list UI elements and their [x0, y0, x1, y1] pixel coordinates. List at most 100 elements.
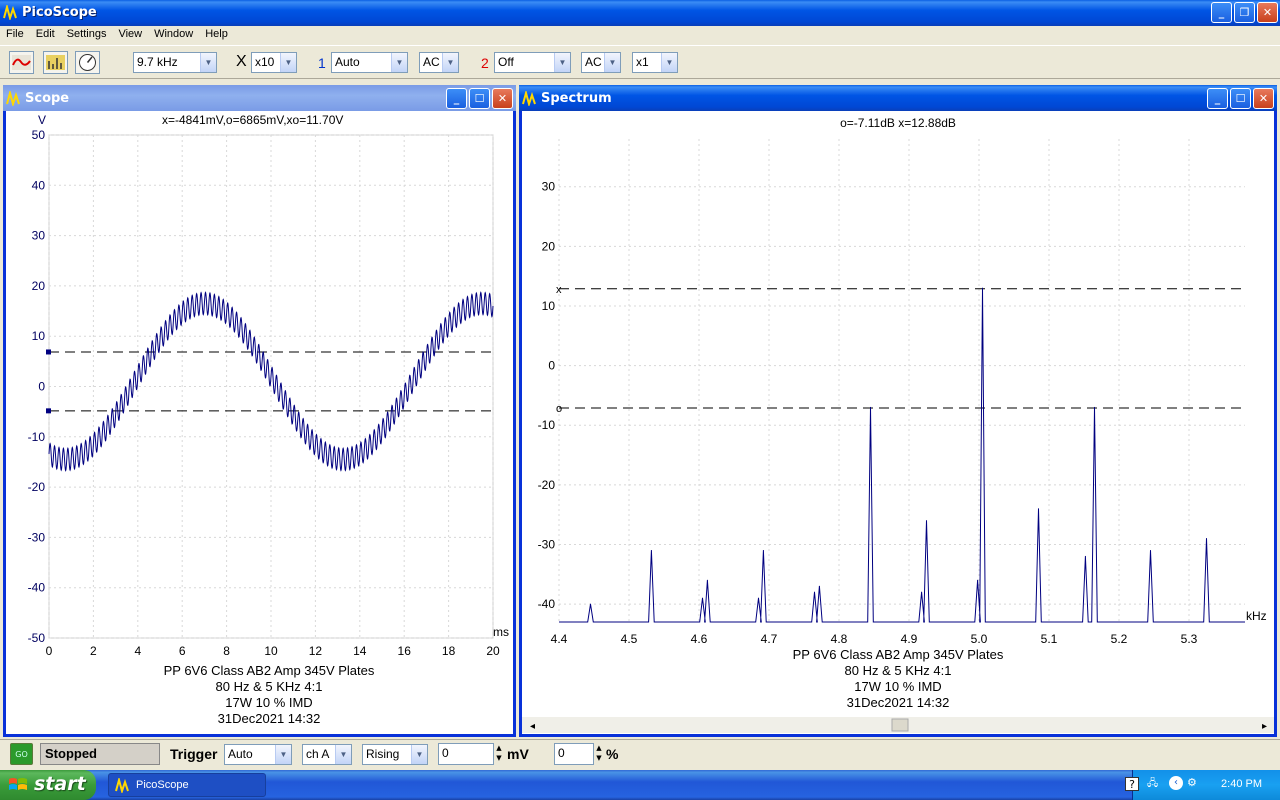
close-button[interactable]: ✕: [1257, 2, 1278, 23]
spectrum-x-tick: 4.9: [901, 632, 918, 646]
scope-minimize-button[interactable]: _: [446, 88, 467, 109]
spectrum-y-tick: -40: [538, 597, 556, 611]
picoscope-icon: [3, 5, 17, 20]
scope-close-button[interactable]: ✕: [492, 88, 513, 109]
network-icon[interactable]: 🖧: [1147, 778, 1159, 789]
safely-remove-icon[interactable]: ⚙: [1187, 776, 1197, 789]
go-button[interactable]: GO: [10, 743, 33, 765]
spectrum-y-tick: 0: [548, 359, 555, 373]
channel-1-range-select[interactable]: Auto ▼: [331, 52, 408, 73]
chevron-down-icon: ▼: [280, 53, 296, 72]
menu-help[interactable]: Help: [205, 28, 228, 40]
scope-chart[interactable]: x=-4841mV,o=6865mV,xo=11.70V V ms 504030…: [6, 111, 513, 737]
spectrum-x-tick: 4.4: [551, 632, 568, 646]
scroll-left-icon: ◂: [530, 721, 535, 732]
trigger-mode-select[interactable]: Auto ▼: [224, 744, 292, 765]
channel-2-multiplier-select[interactable]: x1 ▼: [632, 52, 678, 73]
spectrum-view-icon[interactable]: [43, 51, 68, 74]
scope-y-tick: -30: [28, 530, 46, 544]
menu-edit[interactable]: Edit: [35, 28, 55, 40]
channel-2-range-select[interactable]: Off ▼: [494, 52, 571, 73]
scope-x-tick: 16: [398, 644, 412, 658]
scope-x-unit: ms: [493, 625, 509, 639]
spectrum-trace: [559, 288, 1245, 623]
help-icon[interactable]: ?: [1125, 777, 1139, 791]
windows-logo-icon: [9, 778, 27, 790]
trigger-level-input[interactable]: 0: [438, 743, 494, 765]
menu-settings[interactable]: Settings: [66, 28, 107, 40]
chevron-left-icon[interactable]: ‹: [1169, 776, 1183, 790]
trigger-edge-select[interactable]: Rising ▼: [362, 744, 428, 765]
scope-y-tick: 30: [32, 229, 46, 243]
scope-x-tick: 10: [264, 644, 278, 658]
chevron-down-icon: ▼: [661, 53, 677, 72]
spectrum-caption-3: 17W 10 % IMD: [854, 679, 941, 694]
chevron-down-icon: ▼: [442, 53, 458, 72]
spectrum-x-tick: 4.5: [621, 632, 638, 646]
scope-x-tick: 18: [442, 644, 456, 658]
picoscope-icon: [115, 778, 129, 793]
chevron-down-icon: ▼: [200, 53, 216, 72]
spectrum-cursor-x-marker: x: [556, 284, 562, 296]
scope-y-tick: 40: [32, 178, 46, 192]
multiplier-symbol: X: [236, 53, 247, 70]
scope-y-unit: V: [38, 113, 46, 127]
clock: 2:40 PM: [1221, 778, 1262, 790]
channel-1-label: 1: [318, 55, 326, 71]
picoscope-icon: [6, 91, 20, 106]
status-bar: GO Stopped Trigger Auto ▼ ch A ▼ Rising ▼ 0…: [0, 739, 1280, 770]
system-tray: ? 🖧 ‹ ⚙ 2:40 PM: [1125, 770, 1280, 800]
timebase-select[interactable]: 9.7 kHz ▼: [133, 52, 217, 73]
pretrigger-input[interactable]: 0: [554, 743, 594, 765]
spectrum-maximize-button[interactable]: ☐: [1230, 88, 1251, 109]
picoscope-icon: [522, 91, 536, 106]
spectrum-title: Spectrum: [541, 91, 612, 106]
pretrigger-spinner[interactable]: ▲ ▼: [596, 744, 602, 762]
menu-view[interactable]: View: [118, 28, 143, 40]
chevron-down-icon: ▼: [554, 53, 570, 72]
scope-y-tick: -10: [28, 430, 46, 444]
spectrum-y-tick: 20: [542, 239, 556, 253]
main-titlebar[interactable]: PicoScope _ ❐ ✕: [0, 0, 1280, 26]
scope-x-tick: 8: [223, 644, 230, 658]
spectrum-minimize-button[interactable]: _: [1207, 88, 1228, 109]
spectrum-x-unit: kHz: [1246, 609, 1267, 623]
channel-2-label: 2: [481, 55, 489, 71]
spectrum-readout: o=-7.11dB x=12.88dB: [840, 116, 956, 130]
channel-2-coupling-select[interactable]: AC ▼: [581, 52, 621, 73]
scope-y-tick: -20: [28, 480, 46, 494]
scope-x-tick: 4: [134, 644, 141, 658]
spectrum-x-tick: 5.2: [1111, 632, 1128, 646]
scope-y-tick: 50: [32, 128, 46, 142]
scope-view-icon[interactable]: [9, 51, 34, 74]
scope-window: Scope _ ☐ ✕ x=-4841mV,o=6865mV,xo=11.70V…: [3, 85, 516, 737]
spectrum-scrollbar[interactable]: ◂ ▸: [522, 717, 1274, 733]
trigger-channel-select[interactable]: ch A ▼: [302, 744, 352, 765]
spectrum-caption-1: PP 6V6 Class AB2 Amp 345V Plates: [793, 647, 1004, 662]
run-state: Stopped: [40, 743, 160, 765]
spectrum-close-button[interactable]: ✕: [1253, 88, 1274, 109]
spectrum-y-tick: 30: [542, 180, 556, 194]
taskbar-item-picoscope[interactable]: PicoScope: [108, 773, 266, 797]
chevron-down-icon: ▼: [604, 53, 620, 72]
menu-window[interactable]: Window: [154, 28, 194, 40]
spectrum-y-tick: -30: [538, 537, 556, 551]
start-button[interactable]: start: [0, 770, 96, 800]
spectrum-titlebar[interactable]: Spectrum _ ☐ ✕: [519, 85, 1277, 111]
scope-titlebar[interactable]: Scope _ ☐ ✕: [3, 85, 516, 111]
minimize-button[interactable]: _: [1211, 2, 1232, 23]
scope-trace: [48, 291, 494, 472]
multiplier-select[interactable]: x10 ▼: [251, 52, 297, 73]
trigger-level-spinner[interactable]: ▲ ▼: [496, 744, 502, 762]
meter-view-icon[interactable]: [75, 51, 100, 74]
spectrum-caption-4: 31Dec2021 14:32: [847, 695, 950, 710]
scope-x-tick: 2: [90, 644, 97, 658]
menu-file[interactable]: File: [6, 28, 24, 40]
scope-title: Scope: [25, 91, 70, 106]
channel-1-coupling-select[interactable]: AC ▼: [419, 52, 459, 73]
spectrum-y-tick: 10: [542, 299, 556, 313]
spectrum-chart[interactable]: o=-7.11dB x=12.88dB 3020100-10-20-30-40 …: [522, 111, 1274, 737]
scope-maximize-button[interactable]: ☐: [469, 88, 490, 109]
spectrum-y-tick: -20: [538, 478, 556, 492]
restore-button[interactable]: ❐: [1234, 2, 1255, 23]
